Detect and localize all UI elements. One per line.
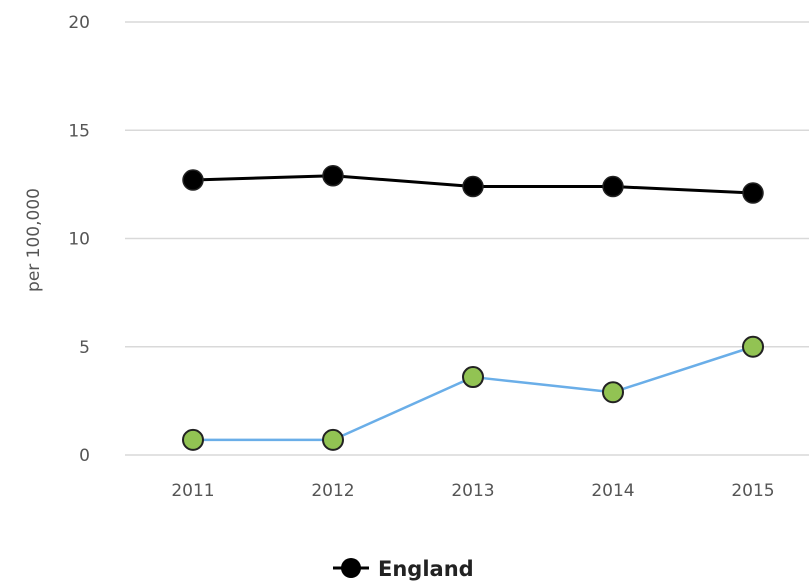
data-point[interactable] [742, 182, 764, 204]
y-tick-label: 20 [68, 13, 90, 33]
x-tick-label: 2014 [591, 481, 634, 501]
y-axis-ticks: 0 5 10 15 20 [68, 13, 90, 466]
legend-marker-swatch [341, 558, 361, 578]
data-point[interactable] [182, 428, 204, 451]
legend-label: England [378, 557, 474, 581]
y-tick-label: 10 [68, 230, 90, 250]
data-point[interactable] [322, 164, 344, 187]
y-axis-label: per 100,000 [24, 188, 44, 292]
y-tick-label: 0 [79, 446, 90, 466]
data-point[interactable] [462, 366, 484, 389]
data-point[interactable] [462, 175, 484, 198]
data-point[interactable] [602, 175, 624, 198]
data-point[interactable] [182, 169, 204, 191]
x-axis-ticks: 2011 2012 2013 2014 2015 [171, 481, 774, 501]
data-point[interactable] [322, 428, 344, 451]
x-tick-label: 2012 [311, 481, 354, 501]
y-tick-label: 5 [79, 338, 90, 358]
data-point[interactable] [742, 335, 764, 358]
legend-item[interactable]: England [333, 557, 474, 581]
x-tick-label: 2011 [171, 481, 214, 501]
y-tick-label: 15 [68, 121, 90, 141]
grid-lines [125, 21, 809, 456]
x-tick-label: 2015 [731, 481, 774, 501]
series-layer [182, 164, 764, 451]
data-point[interactable] [602, 381, 624, 404]
x-tick-label: 2013 [451, 481, 494, 501]
series-line [193, 345, 754, 442]
series-0 [182, 164, 764, 204]
series-1 [182, 335, 764, 451]
legend[interactable]: England [333, 557, 474, 581]
